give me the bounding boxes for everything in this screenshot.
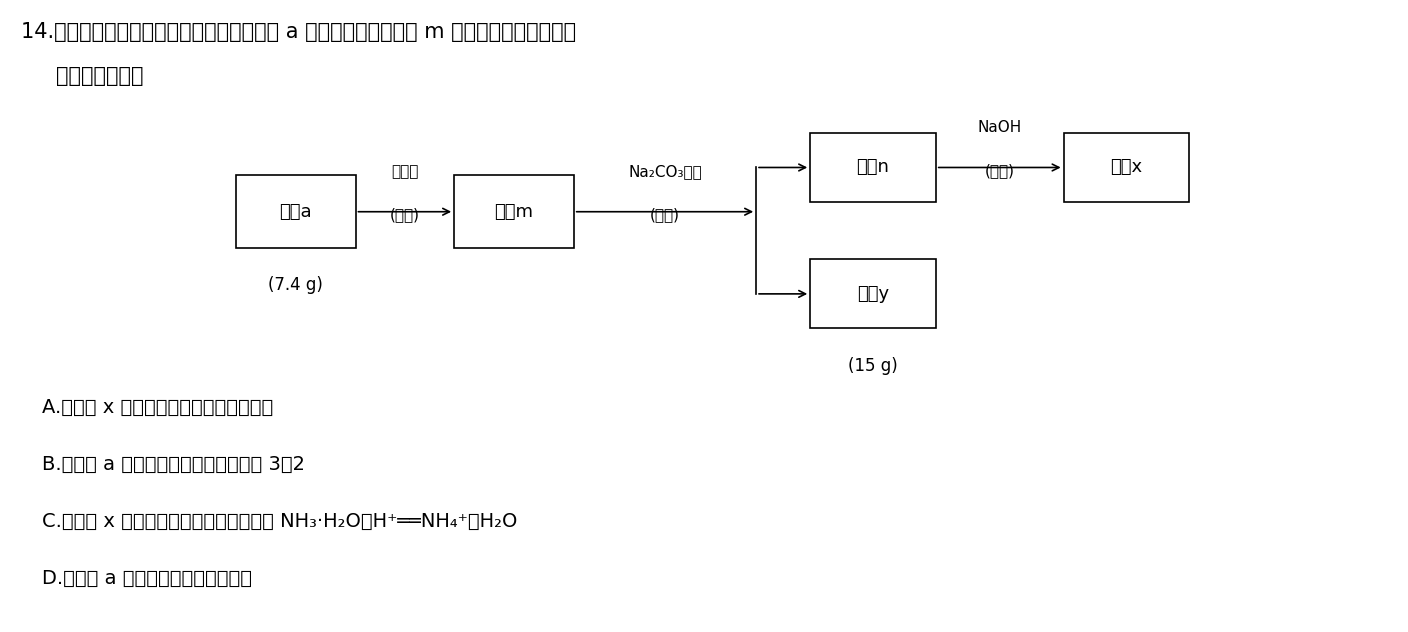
Text: (足量): (足量) <box>650 207 680 222</box>
Bar <box>455 175 574 248</box>
Text: 列说法正确的是: 列说法正确的是 <box>56 66 144 87</box>
Text: (7.4 g): (7.4 g) <box>269 277 322 295</box>
Text: Na₂CO₃溶液: Na₂CO₃溶液 <box>628 164 701 179</box>
Bar <box>235 175 355 248</box>
Text: NaOH: NaOH <box>977 120 1022 135</box>
Text: 固体a: 固体a <box>279 203 313 221</box>
Bar <box>810 133 936 202</box>
Text: D.　固体 a 与稀盐酸反应生成两种盐: D. 固体 a 与稀盐酸反应生成两种盐 <box>42 569 252 588</box>
Text: B.　固体 a 中阴、阳离子的数目之比为 3：2: B. 固体 a 中阴、阳离子的数目之比为 3：2 <box>42 455 306 474</box>
Bar <box>1063 133 1190 202</box>
Text: 溶液n: 溶液n <box>856 159 890 176</box>
Text: 稀盐酸: 稀盐酸 <box>391 164 418 179</box>
Bar <box>810 259 936 329</box>
Text: (足量): (足量) <box>390 207 420 222</box>
Text: 气体x: 气体x <box>1111 159 1142 176</box>
Text: A.　气体 x 能使湿润的蓝色石蕊试纸变红: A. 气体 x 能使湿润的蓝色石蕊试纸变红 <box>42 398 273 417</box>
Text: 14.　某化学小组对由两种元素组成的化合物 a 进行如图实验，溶液 m 焰色试验为砖红色。下: 14. 某化学小组对由两种元素组成的化合物 a 进行如图实验，溶液 m 焰色试验… <box>21 22 576 42</box>
Text: 溶液m: 溶液m <box>494 203 534 221</box>
Text: C.　气体 x 与稀盐酸反应的离子方程式为 NH₃·H₂O＋H⁺══NH₄⁺＋H₂O: C. 气体 x 与稀盐酸反应的离子方程式为 NH₃·H₂O＋H⁺══NH₄⁺＋H… <box>42 512 518 531</box>
Text: (加热): (加热) <box>984 163 1015 178</box>
Text: (15 g): (15 g) <box>848 357 898 375</box>
Text: 沉淠y: 沉淠y <box>857 285 888 303</box>
